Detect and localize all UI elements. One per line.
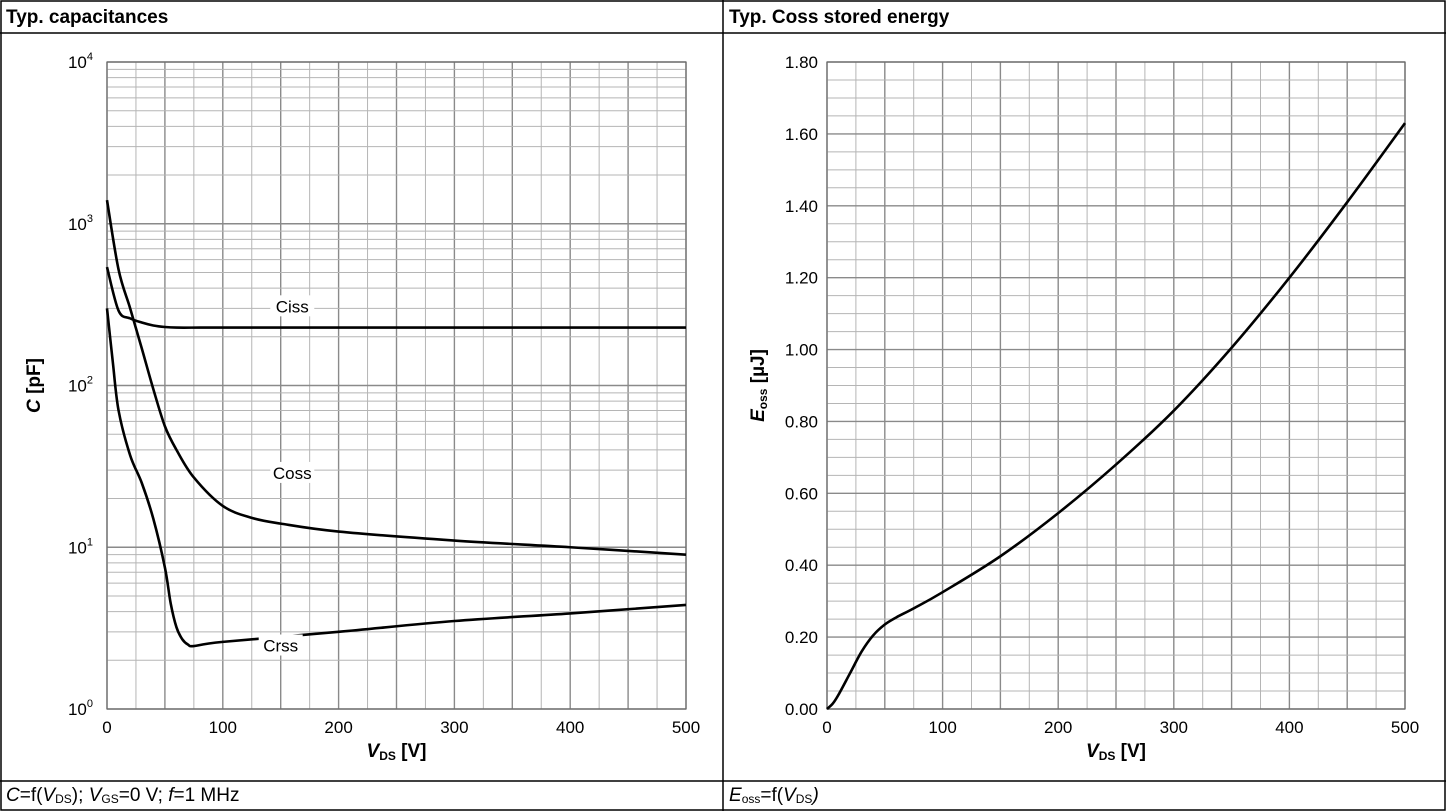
y-tick-label: 103: [68, 213, 93, 234]
x-axis-label: VDS [V]: [1086, 741, 1146, 763]
caption-close2: ): [812, 785, 819, 806]
x-tick-label: 500: [1391, 718, 1419, 737]
y-axis-label: Eoss [µJ]: [748, 349, 770, 422]
plot-area-border: [106, 61, 687, 710]
right-panel-caption: Eoss=f(VDS): [729, 786, 819, 809]
y-tick-label: 0.60: [785, 484, 818, 503]
left-panel-title: Typ. capacitances: [6, 7, 169, 28]
caption-c: C: [6, 785, 20, 806]
x-tick-label: 300: [1160, 718, 1188, 737]
series-line-eoss: [826, 122, 1407, 710]
y-axis-label: C [pF]: [24, 358, 45, 413]
x-tick-label: 100: [928, 718, 956, 737]
series-line-crss: [105, 308, 687, 648]
y-tick-label: 100: [68, 698, 93, 719]
y-tick-label: 1.40: [785, 197, 818, 216]
caption-ds2: DS: [795, 792, 813, 806]
series-label-crss: Crss: [263, 637, 298, 656]
x-tick-label: 300: [440, 718, 468, 737]
series-label-ciss: Ciss: [276, 297, 309, 316]
y-tick-label: 0.40: [785, 556, 818, 575]
caption-v3: V: [783, 785, 796, 806]
series-line-ciss: [105, 266, 686, 329]
y-tick-label: 0.80: [785, 412, 818, 431]
series-label-coss: Coss: [273, 464, 312, 483]
caption-ds: DS: [55, 792, 72, 806]
series-label-bg: [270, 461, 315, 483]
x-tick-label: 400: [1275, 718, 1303, 737]
eoss-chart: 0 100 200 300 400 500 0.00 0.20 0.40 0.60 0.80 1.00…: [748, 53, 1419, 763]
y-tick-label: 1.80: [785, 53, 818, 72]
caption-f-val: =1 MHz: [173, 785, 240, 806]
caption-eq2: =f(: [760, 785, 784, 806]
caption-v: V: [42, 785, 56, 806]
y-tick-label: 0.00: [785, 700, 818, 719]
y-tick-label: 102: [68, 375, 93, 396]
series-label-bg: [270, 295, 315, 317]
x-axis-label: VDS [V]: [367, 741, 427, 763]
caption-gs-val: =0 V;: [118, 785, 163, 806]
right-panel-title: Typ. Coss stored energy: [729, 7, 950, 28]
y-tick-label: 104: [68, 51, 93, 72]
caption-v2: V: [88, 785, 102, 806]
capacitance-chart: 0 100 200 300 400 500 100 101 102 103 104 VDS [V] C …: [24, 51, 700, 763]
caption-eq: =f(: [19, 785, 43, 806]
series-label-bg: [258, 634, 303, 656]
y-tick-label: 1.00: [785, 341, 818, 360]
caption-oss: oss: [741, 792, 761, 806]
x-tick-label: 500: [672, 718, 700, 737]
caption-close: );: [71, 785, 84, 806]
x-tick-label: 100: [209, 718, 237, 737]
x-tick-label: 200: [1044, 718, 1072, 737]
y-tick-label: 1.60: [785, 125, 818, 144]
y-tick-label: 1.20: [785, 269, 818, 288]
caption-e: E: [729, 785, 742, 806]
x-tick-label: 0: [822, 718, 831, 737]
caption-f: f: [168, 785, 174, 806]
caption-gs: GS: [101, 792, 119, 806]
x-tick-label: 400: [556, 718, 584, 737]
series-line-coss: [105, 199, 687, 556]
plot-area-border: [826, 61, 1406, 710]
left-panel-caption: C=f(VDS); VGS=0 V; f=1 MHz: [6, 786, 239, 809]
x-tick-label: 200: [324, 718, 352, 737]
y-tick-label: 0.20: [785, 628, 818, 647]
y-tick-label: 101: [68, 536, 93, 557]
x-tick-label: 0: [102, 718, 111, 737]
